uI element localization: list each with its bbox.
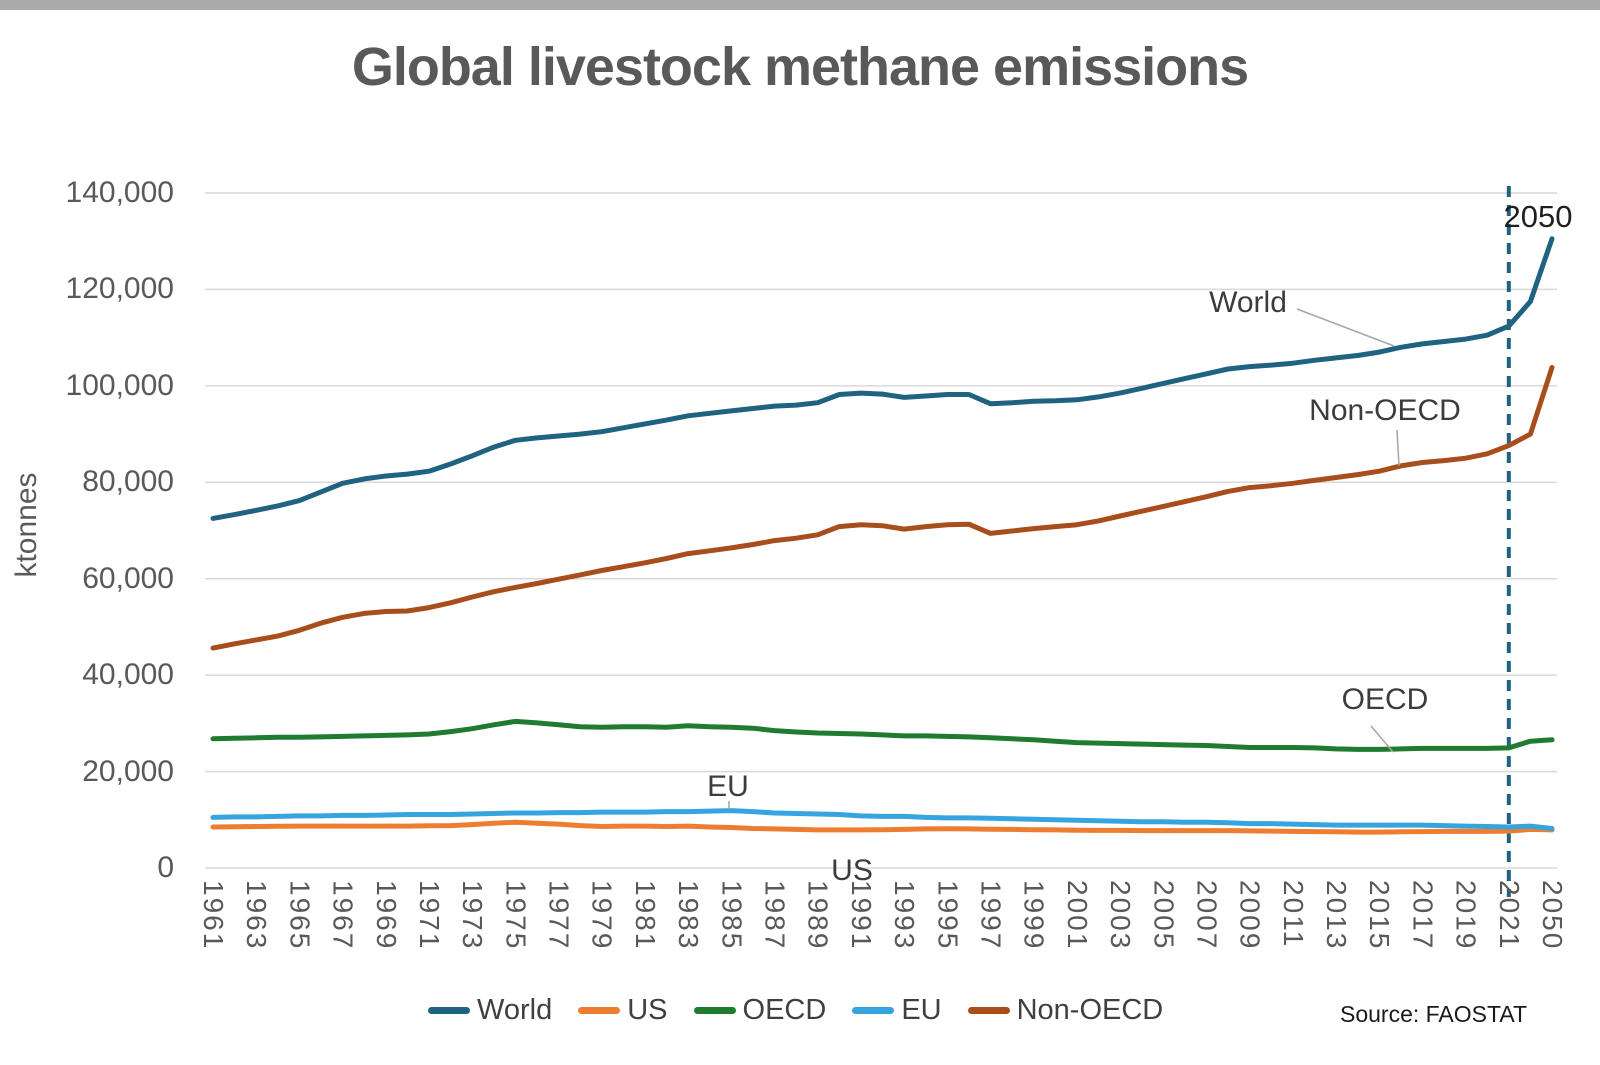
x-tick-label: 1961 xyxy=(198,880,229,951)
legend-label-world: World xyxy=(477,994,553,1026)
x-tick-label: 1981 xyxy=(629,880,661,951)
x-tick-label: 2009 xyxy=(1234,880,1266,951)
x-tick-label: 1971 xyxy=(413,880,445,951)
y-tick-label: 60,000 xyxy=(82,561,174,595)
annotation-non-oecd: Non-OECD xyxy=(1309,394,1461,427)
y-tick-label: 80,000 xyxy=(82,465,174,499)
legend-swatch-non-oecd xyxy=(967,1007,1010,1014)
legend-label-non-oecd: Non-OECD xyxy=(1016,994,1164,1026)
x-tick-label: 2011 xyxy=(1277,880,1309,949)
y-tick-label: 100,000 xyxy=(65,368,174,402)
x-tick-label: 1969 xyxy=(370,880,402,951)
series-line-eu xyxy=(210,808,1555,831)
x-tick-label: 1979 xyxy=(586,880,618,951)
leader-line-oecd xyxy=(1370,725,1394,753)
x-tick-label: 2003 xyxy=(1105,880,1137,951)
series-line-world xyxy=(210,236,1555,521)
x-tick-label: 1995 xyxy=(932,880,964,951)
y-tick-label: 120,000 xyxy=(65,272,174,306)
x-tick-label: 1991 xyxy=(845,880,877,951)
legend-swatch-eu xyxy=(852,1007,895,1014)
chart-title: Global livestock methane emissions xyxy=(351,37,1249,97)
x-tick-label: 2021 xyxy=(1493,880,1525,951)
x-tick-label: 2017 xyxy=(1407,880,1439,951)
leader-line-world xyxy=(1296,308,1395,347)
x-tick-label: 2007 xyxy=(1191,880,1223,951)
y-tick-label: 40,000 xyxy=(82,658,174,692)
x-tick-label: 1977 xyxy=(543,880,575,951)
x-tick-label: 2019 xyxy=(1450,880,1482,951)
source-note: Source: FAOSTAT xyxy=(1340,1001,1528,1027)
x-tick-label: 1973 xyxy=(457,880,489,951)
x-tick-label: 2013 xyxy=(1321,880,1353,951)
x-tick-label: 1963 xyxy=(241,880,273,951)
annotation-oecd: OECD xyxy=(1341,683,1429,716)
y-tick-label: 140,000 xyxy=(65,176,174,209)
legend: World US OECD EU Non-OECD xyxy=(428,994,1163,1027)
x-tick-label: 1967 xyxy=(327,880,359,951)
series-line-oecd xyxy=(210,718,1555,752)
legend-label-us: US xyxy=(627,994,668,1026)
legend-item-non-oecd: Non-OECD xyxy=(967,994,1164,1027)
x-tick-label: 1987 xyxy=(759,880,791,951)
x-tick-label: 1985 xyxy=(716,880,748,951)
legend-item-world: World xyxy=(428,994,552,1027)
legend-label-eu: EU xyxy=(901,994,942,1026)
legend-label-oecd: OECD xyxy=(742,994,827,1026)
x-tick-label: 2015 xyxy=(1364,880,1396,951)
x-tick-label: 1993 xyxy=(889,880,921,951)
x-tick-label: 1997 xyxy=(975,880,1007,951)
series-line-non-oecd xyxy=(210,365,1555,651)
series-line-us xyxy=(210,819,1555,835)
y-tick-label: 20,000 xyxy=(82,754,174,788)
x-tick-label: 1975 xyxy=(500,880,532,951)
annotation-us: US xyxy=(831,854,873,887)
legend-item-us: US xyxy=(578,994,668,1027)
annotation-world: World xyxy=(1209,286,1287,319)
x-tick-label: 1989 xyxy=(802,880,834,951)
x-tick-label: 1965 xyxy=(284,880,316,951)
annotation-eu: EU xyxy=(707,770,749,803)
legend-item-eu: EU xyxy=(852,994,942,1027)
legend-swatch-oecd xyxy=(693,1007,736,1014)
y-tick-label: 0 xyxy=(157,851,174,884)
x-tick-label: 2005 xyxy=(1148,880,1180,951)
x-tick-label: 1983 xyxy=(673,880,705,951)
legend-item-oecd: OECD xyxy=(693,994,827,1027)
x-tick-label: 2050 xyxy=(1537,880,1568,951)
x-tick-label: 1999 xyxy=(1018,880,1050,951)
legend-swatch-world xyxy=(428,1007,470,1014)
legend-swatch-us xyxy=(578,1007,621,1014)
annotation-2050: 2050 xyxy=(1503,199,1573,234)
leader-line-non-oecd xyxy=(1396,429,1400,467)
x-tick-label: 2001 xyxy=(1061,880,1093,951)
window-top-edge xyxy=(0,0,1600,10)
